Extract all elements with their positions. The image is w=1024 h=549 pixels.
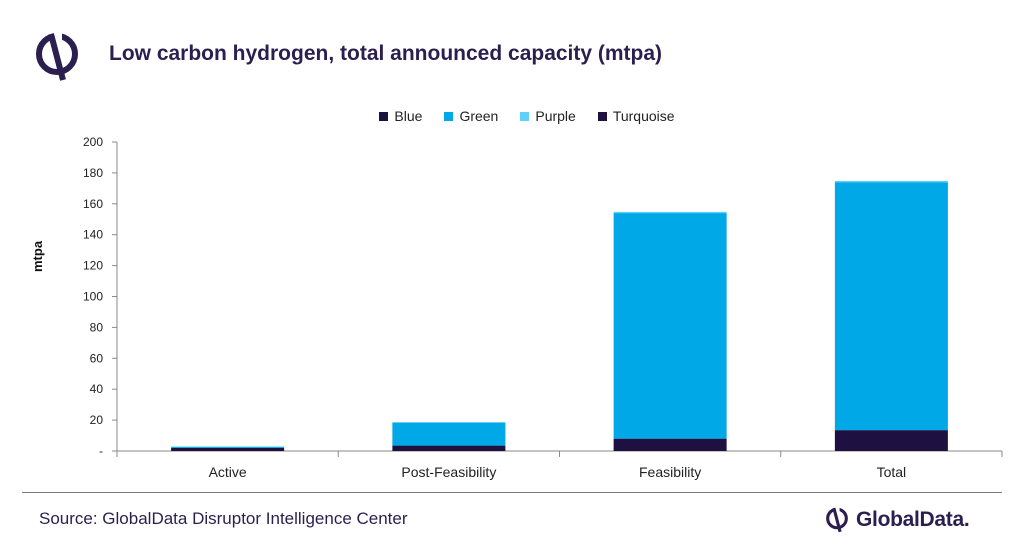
chart-legend: Blue Green Purple Turquoise [0,108,1024,124]
bar-blue-active [171,447,285,451]
bar-purple-total [834,180,948,183]
y-tick-label: 60 [90,351,104,365]
bar-green-active [171,446,285,448]
legend-label: Blue [394,108,423,124]
y-tick-label: 100 [83,290,103,304]
globaldata-logo-icon [36,32,78,81]
bar-chart: - 20 40 60 80 100 120 140 160 180 200 Active Post-Fe… [83,135,1003,480]
y-tick-label: 20 [90,413,104,427]
y-tick-label: 80 [90,320,104,334]
x-tick-label: Post-Feasibility [401,464,496,480]
y-tick-label: 160 [83,197,103,211]
legend-label: Turquoise [612,108,675,124]
bar-green-feasibility [613,213,727,439]
bar-green-total [834,182,948,431]
chart-title: Low carbon hydrogen, total announced cap… [109,42,663,65]
bar-green-post-feasibility [392,422,506,446]
legend-swatch [597,111,607,121]
brand-name: GlobalData. [856,508,970,531]
y-tick-label: 200 [83,135,103,149]
bar-purple-feasibility [613,211,727,214]
y-tick-label: 140 [83,228,103,242]
legend-item-green: Green [444,108,498,124]
legend-swatch [520,111,530,121]
legend-label: Purple [535,108,576,124]
brand-logo: GlobalData. [824,505,970,535]
legend-label: Green [459,108,499,124]
x-tick-label: Active [209,464,247,480]
bar-blue-post-feasibility [392,445,506,451]
bar-blue-feasibility [613,438,727,451]
y-tick-label: 40 [90,382,104,396]
y-tick-label: 180 [83,166,103,180]
legend-item-turquoise: Turquoise [597,108,675,124]
source-note: Source: GlobalData Disruptor Intelligenc… [39,509,408,528]
bar-blue-total [834,430,948,451]
y-tick-label: 120 [83,259,103,273]
footer-divider [22,492,1002,493]
legend-item-blue: Blue [379,108,422,124]
globaldata-brand-icon [826,507,848,533]
x-tick-label: Total [877,464,907,480]
x-tick-label: Feasibility [639,464,701,480]
legend-item-purple: Purple [520,108,576,124]
y-tick-label: - [99,444,103,458]
legend-swatch [379,111,389,121]
legend-swatch [444,111,454,121]
